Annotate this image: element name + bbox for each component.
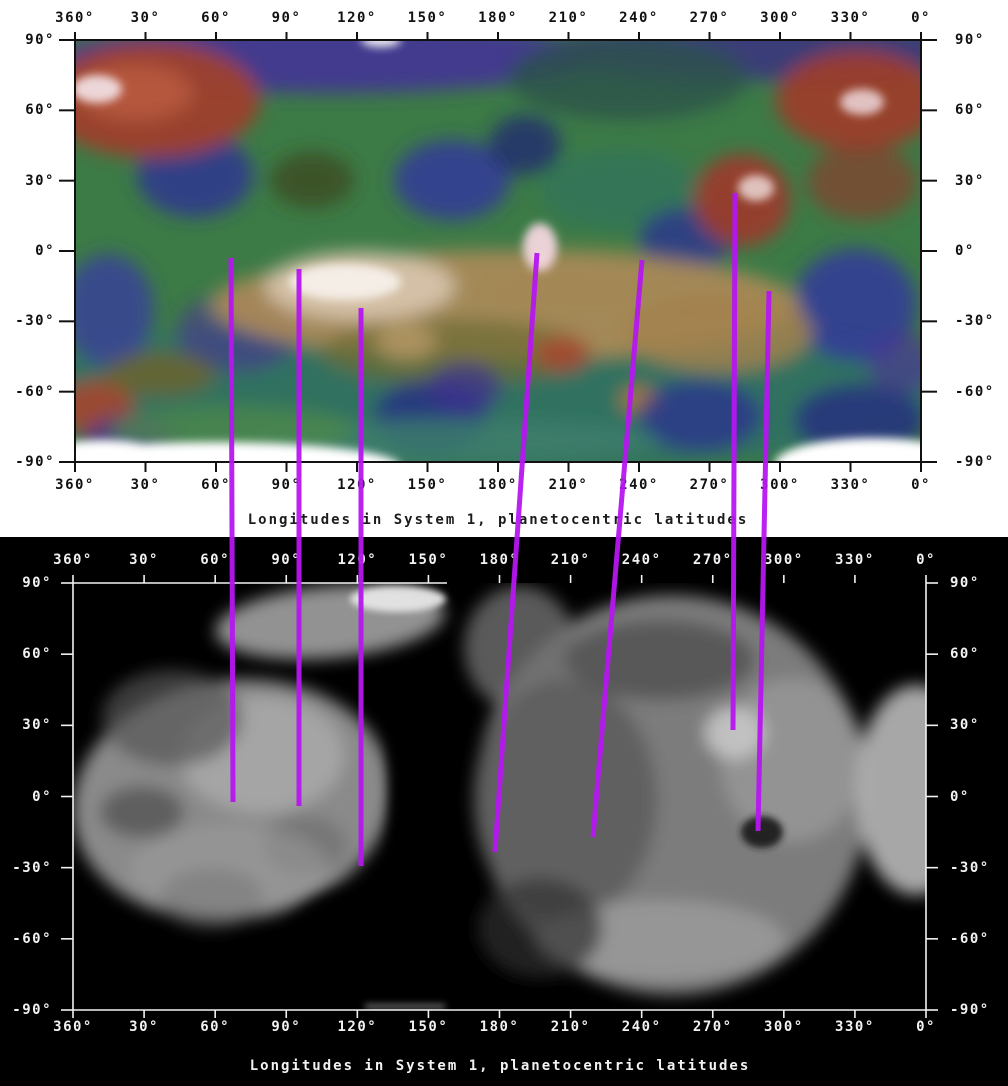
top-map-caption: Longitudes in System 1, planetocentric l… [247, 512, 749, 528]
bottom-map-caption: Longitudes in System 1, planetocentric l… [249, 1058, 751, 1074]
venus-color-map-image [75, 40, 921, 462]
